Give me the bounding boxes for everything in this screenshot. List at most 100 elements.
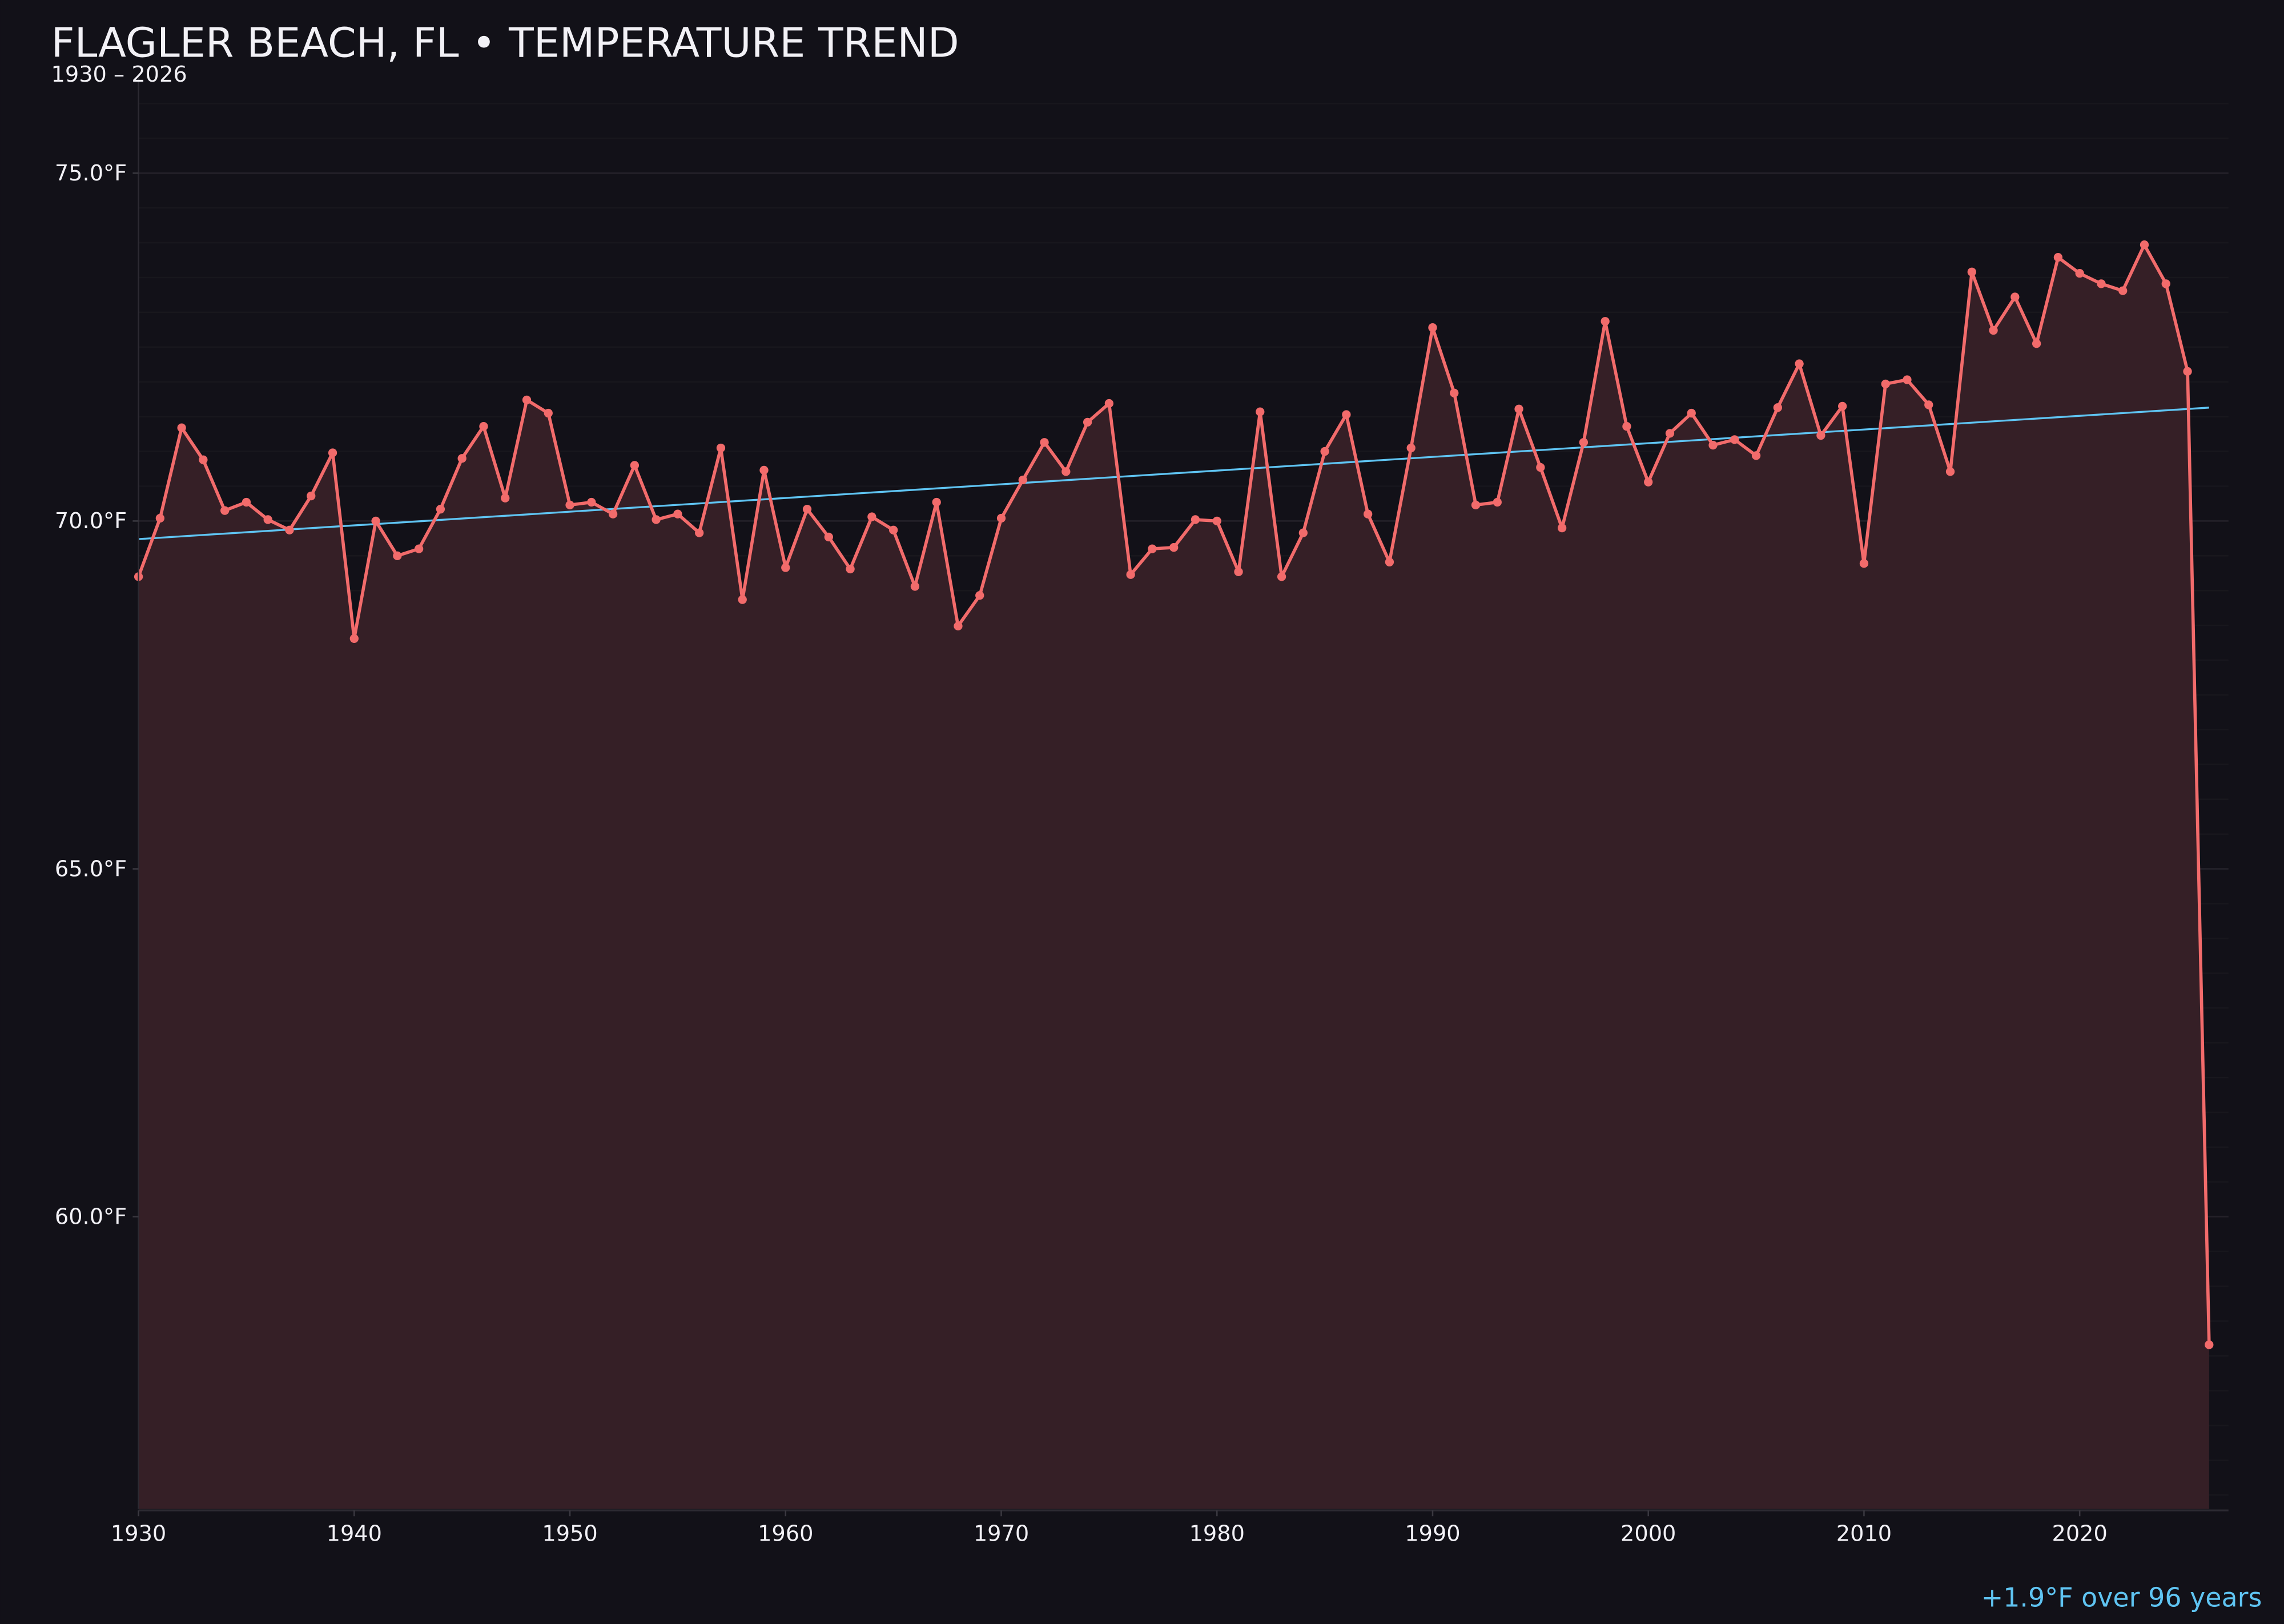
data-points [134,240,2214,1349]
data-point-1979 [1191,515,1200,524]
data-point-1936 [263,515,272,524]
data-point-1995 [1536,463,1545,472]
data-point-1964 [867,512,876,521]
y-tick-label: 60.0°F [55,1204,127,1230]
data-point-1982 [1256,407,1265,416]
x-ticks: 1930 1940 1950 1960 1970 1980 1990 2000 2010 2020 [111,1510,2108,1547]
data-point-1984 [1298,528,1308,537]
data-point-1997 [1579,438,1589,447]
x-tick-label: 2020 [2052,1521,2107,1547]
data-point-2009 [1838,401,1847,411]
data-point-2004 [1730,435,1739,444]
data-point-1981 [1234,567,1243,576]
data-point-1933 [199,455,208,464]
x-tick-label: 1950 [542,1521,597,1547]
data-point-2019 [2053,252,2063,262]
data-point-1958 [738,595,747,604]
x-tick-label: 2000 [1620,1521,1676,1547]
data-point-2025 [2183,367,2192,376]
data-point-1988 [1385,557,1394,566]
x-tick-label: 1970 [974,1521,1029,1547]
data-point-2022 [2118,286,2128,295]
data-point-1976 [1126,570,1135,579]
data-point-1974 [1083,417,1092,427]
data-point-1999 [1622,422,1631,431]
data-point-1947 [501,493,510,503]
data-point-2015 [1967,267,1976,276]
data-point-1955 [673,509,682,518]
data-point-2010 [1859,559,1869,568]
x-tick-label: 2010 [1836,1521,1892,1547]
y-tick-label: 70.0°F [55,508,127,534]
data-point-1932 [177,423,186,432]
data-point-1935 [242,497,251,507]
data-point-2024 [2161,279,2170,288]
data-point-2000 [1644,477,1653,487]
data-point-1957 [716,443,726,453]
data-point-1967 [932,497,941,507]
data-point-2021 [2097,279,2106,288]
y-tick-label: 65.0°F [55,856,127,882]
data-point-1952 [608,509,618,518]
data-point-2017 [2010,292,2020,302]
data-point-1996 [1557,523,1567,533]
data-point-1983 [1277,572,1286,581]
data-point-2013 [1924,400,1933,409]
data-point-1937 [285,525,294,534]
data-point-2001 [1665,429,1675,438]
data-point-1998 [1601,317,1610,326]
data-point-1973 [1061,467,1071,476]
data-point-2008 [1816,431,1825,440]
data-point-2005 [1751,451,1761,460]
data-point-1940 [349,634,359,643]
data-point-1934 [220,506,230,515]
data-point-2018 [2032,339,2041,348]
data-point-1953 [630,461,640,470]
trend-note: +1.9°F over 96 years [1981,1582,2262,1613]
data-point-2006 [1773,403,1782,412]
data-point-2020 [2075,269,2084,278]
data-point-1951 [587,497,596,507]
data-point-1992 [1471,500,1481,510]
x-tick-label: 1940 [327,1521,382,1547]
data-point-1949 [544,408,553,418]
x-tick-label: 1960 [758,1521,813,1547]
data-point-1968 [954,621,963,631]
x-tick-label: 1990 [1405,1521,1460,1547]
data-point-1966 [910,582,920,591]
data-point-1980 [1212,516,1221,526]
data-point-1939 [328,448,337,457]
data-point-1977 [1148,544,1157,553]
data-point-1970 [996,513,1006,523]
data-point-2007 [1795,359,1804,368]
chart-subtitle: 1930 – 2026 [51,62,187,87]
data-point-1993 [1493,497,1502,507]
data-point-1963 [846,564,855,574]
data-point-1954 [652,515,661,524]
data-point-1938 [307,491,316,501]
data-point-1975 [1104,399,1114,408]
data-point-1961 [802,505,812,514]
data-point-2003 [1708,440,1718,450]
data-point-2026 [2205,1340,2214,1349]
data-point-1944 [436,505,445,514]
data-point-1941 [371,516,380,526]
data-point-2002 [1687,408,1696,418]
data-point-1943 [414,544,424,553]
data-point-1942 [393,551,402,560]
data-point-1986 [1342,410,1351,419]
temperature-area-fill [138,244,2209,1509]
data-point-1989 [1406,443,1416,453]
data-point-1991 [1450,388,1459,397]
data-point-2016 [1989,325,1998,335]
data-point-1972 [1040,438,1049,447]
data-point-1950 [565,500,574,510]
data-point-1969 [975,591,984,600]
data-point-2014 [1945,467,1955,476]
y-ticks: 60.0°F 65.0°F 70.0°F 75.0°F [55,160,139,1230]
data-point-1978 [1169,543,1179,552]
x-tick-label: 1930 [111,1521,166,1547]
trend-line [138,407,2209,540]
data-point-1945 [457,454,467,463]
